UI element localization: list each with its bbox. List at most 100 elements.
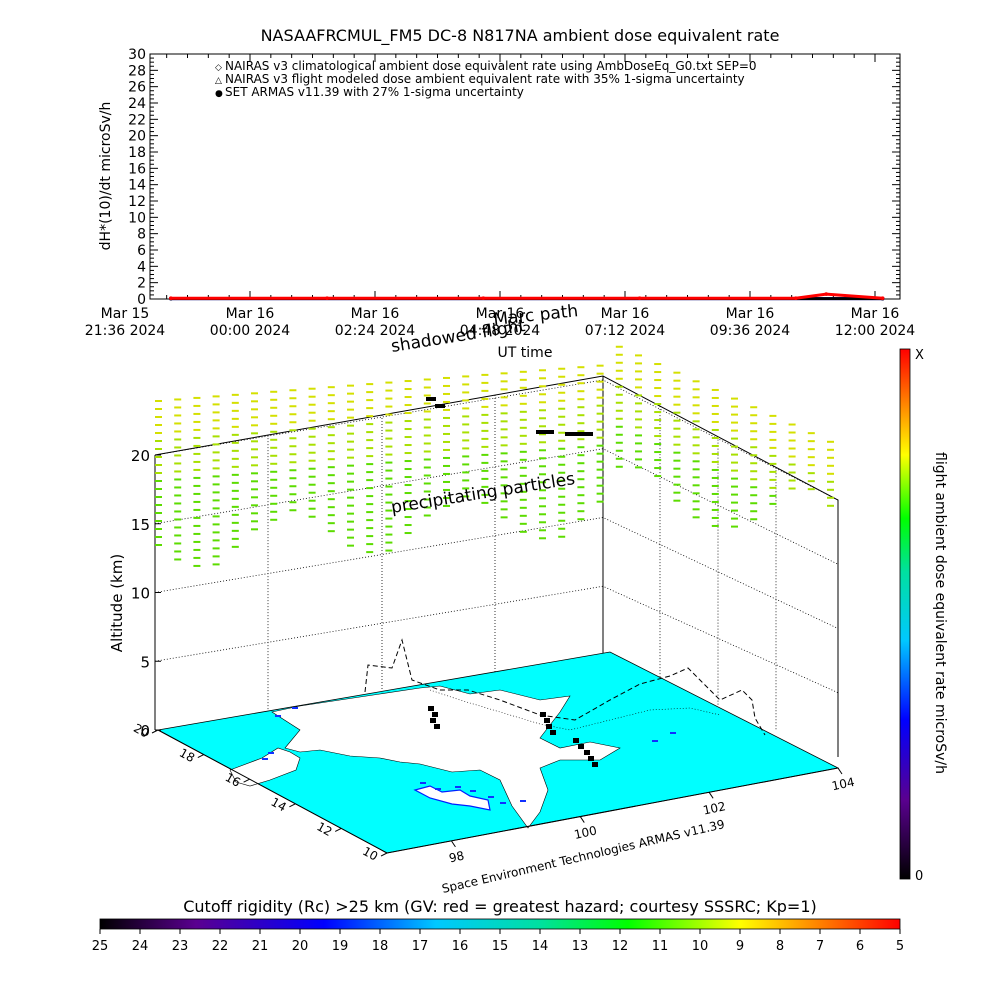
precip-marker xyxy=(711,516,719,519)
precip-marker xyxy=(193,484,201,487)
precip-marker xyxy=(807,488,815,491)
precip-marker xyxy=(635,370,642,373)
measurement-marker xyxy=(584,750,590,755)
latitude-tick-mark xyxy=(197,754,205,759)
rigidity-tick-label: 9 xyxy=(736,939,744,954)
precip-marker xyxy=(308,427,316,430)
precip-marker xyxy=(539,369,546,372)
precip-marker xyxy=(155,488,162,490)
precip-marker xyxy=(270,446,278,449)
precip-marker xyxy=(270,510,278,513)
precip-marker xyxy=(519,466,527,469)
precip-marker xyxy=(519,506,527,509)
precip-marker xyxy=(692,412,700,415)
precip-marker xyxy=(404,524,412,527)
precip-marker xyxy=(539,457,546,460)
precip-marker xyxy=(519,498,527,501)
precip-marker xyxy=(769,470,777,473)
precip-marker xyxy=(385,413,393,416)
precip-marker xyxy=(443,432,450,435)
precip-marker xyxy=(519,426,527,429)
precip-marker xyxy=(423,482,431,485)
precip-marker xyxy=(289,461,297,464)
precip-marker xyxy=(615,345,623,348)
precip-marker xyxy=(308,403,316,406)
precip-marker xyxy=(788,439,796,442)
precip-marker xyxy=(500,516,508,519)
precip-marker xyxy=(327,386,335,389)
precip-marker xyxy=(385,389,393,392)
precip-marker xyxy=(481,453,489,456)
precip-marker xyxy=(539,473,546,476)
y-tick-label: 28 xyxy=(128,63,146,79)
precip-marker xyxy=(596,420,604,423)
precip-marker xyxy=(443,464,450,467)
precip-marker xyxy=(251,392,258,395)
coast-marker xyxy=(488,796,494,798)
precip-marker xyxy=(308,435,316,438)
precip-marker xyxy=(231,521,239,524)
precip-marker xyxy=(481,389,489,392)
precip-marker xyxy=(404,380,412,383)
precip-marker xyxy=(654,419,662,422)
y-axis-label: dH*(10)/dt microSv/h xyxy=(98,102,114,251)
precipitating-particles-label: precipitating particles xyxy=(390,469,577,518)
precip-marker xyxy=(193,508,201,511)
precip-marker xyxy=(347,512,354,515)
rigidity-colorbar-ticks: 25 24 23 22 21 20 19 18 17 16 15 14 13 12 11 10 9 8 7 6 5 xyxy=(92,929,904,954)
precip-marker xyxy=(711,412,719,415)
precip-marker xyxy=(692,508,700,511)
precip-marker xyxy=(212,483,220,486)
precip-marker xyxy=(558,439,566,442)
precip-marker xyxy=(807,432,815,435)
precip-marker xyxy=(251,456,258,459)
precip-marker xyxy=(731,405,738,408)
precip-marker xyxy=(270,438,278,441)
precip-marker xyxy=(327,506,335,509)
precip-marker xyxy=(673,451,681,454)
precip-marker xyxy=(731,517,738,520)
longitude-ticks: 98 100 102 104 xyxy=(448,767,856,865)
precip-marker xyxy=(443,376,450,379)
precip-marker xyxy=(193,492,201,495)
altitude-ticks: 0 5 10 15 20 xyxy=(131,447,161,740)
precip-marker xyxy=(500,444,508,447)
precip-marker xyxy=(174,558,182,561)
precip-marker xyxy=(692,428,700,431)
precip-marker xyxy=(347,472,354,475)
precip-marker xyxy=(577,366,585,369)
precip-marker xyxy=(635,378,642,381)
precip-marker xyxy=(212,523,220,526)
precip-marker xyxy=(385,517,393,520)
precip-marker xyxy=(423,458,431,461)
precip-marker xyxy=(327,498,335,501)
precip-marker xyxy=(519,458,527,461)
precip-marker xyxy=(462,375,470,378)
precip-marker xyxy=(615,377,623,380)
precip-marker xyxy=(558,463,566,466)
precip-marker xyxy=(462,407,470,410)
precip-marker xyxy=(615,409,623,412)
precip-marker xyxy=(577,510,585,513)
precip-marker xyxy=(385,397,393,400)
precip-marker xyxy=(347,520,354,523)
latitude-tick-label: 16 xyxy=(223,770,243,790)
precip-marker xyxy=(596,412,604,415)
precip-marker xyxy=(251,496,258,499)
precip-marker xyxy=(385,493,393,496)
precip-marker xyxy=(769,430,777,433)
precip-marker xyxy=(174,494,182,497)
precip-marker xyxy=(385,533,393,536)
precip-marker xyxy=(270,398,278,401)
precip-marker xyxy=(673,387,681,390)
y-tick-label: 26 xyxy=(128,80,146,96)
precip-marker xyxy=(193,444,201,447)
precip-marker xyxy=(155,504,162,506)
precip-marker xyxy=(404,388,412,391)
rigidity-tick-label: 21 xyxy=(252,939,269,954)
dose-colorbar xyxy=(899,348,911,880)
precip-marker xyxy=(654,443,662,446)
precip-marker xyxy=(500,476,508,479)
precip-marker xyxy=(750,502,758,505)
precip-marker xyxy=(635,418,642,421)
